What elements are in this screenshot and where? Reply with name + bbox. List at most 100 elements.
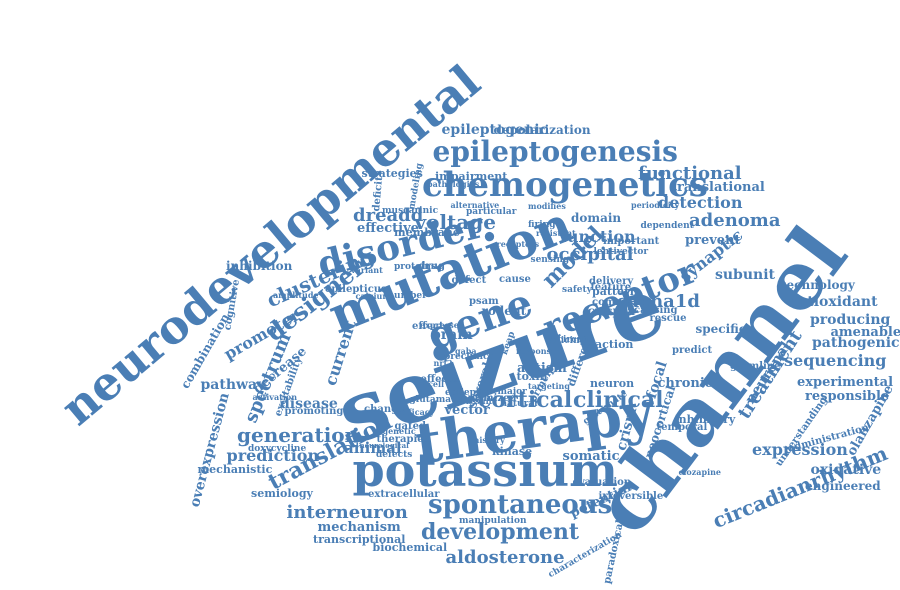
word-occipital: occipital: [546, 244, 634, 265]
word-evaluation: evaluation: [572, 477, 632, 488]
word-autism: autism: [517, 360, 567, 376]
word-potassium: potassium: [352, 443, 618, 497]
word-effective: effective: [357, 220, 419, 236]
word-prevent: prevent: [685, 232, 741, 248]
word-extracellular: extracellular: [368, 489, 440, 500]
word-kinase: kinase: [492, 444, 533, 458]
word-inhibitory: inhibitory: [674, 412, 736, 426]
word-targeting: targeting: [528, 381, 570, 391]
word-producing: producing: [810, 312, 891, 328]
word-subunit: subunit: [715, 267, 775, 283]
word-history: history: [473, 435, 505, 445]
word-expression: expression: [752, 440, 848, 459]
word-lentivector: lentivector: [593, 246, 649, 257]
word-expressed: expressed: [420, 320, 465, 330]
word-effects: effects: [420, 374, 458, 385]
word-rodent: rodent: [481, 304, 527, 318]
word-prediction: prediction: [226, 446, 320, 465]
word-temporal: temporal: [656, 422, 708, 433]
word-major: major: [497, 386, 527, 397]
word-predict: predict: [672, 345, 713, 356]
word-gated: gated: [394, 421, 426, 432]
word-development: development: [421, 519, 580, 545]
word-cortical: cortical: [478, 387, 573, 413]
word-spontaneous: spontaneous: [428, 490, 613, 520]
word-transcriptional: transcriptional: [313, 532, 406, 546]
word-manipulation: manipulation: [459, 515, 527, 526]
word-responsible: responsible: [805, 388, 890, 404]
word-epileptic: epileptic: [445, 387, 489, 398]
word-germline: germline: [730, 361, 781, 372]
word-overexpression: overexpression: [186, 391, 233, 509]
word-epilepticus: epilepticus: [325, 284, 387, 295]
word-functional: functional: [638, 163, 742, 184]
word-rescue: rescue: [649, 313, 687, 324]
word-glutamatergic: glutamatergic: [409, 394, 481, 405]
word-brain: brain: [431, 327, 473, 343]
word-genetic: genetic: [382, 426, 416, 436]
word-toxin: toxin: [516, 369, 548, 383]
word-pathogenic: pathogenic: [812, 335, 900, 351]
word-defects: defects: [376, 449, 413, 460]
word-inhibition: inhibition: [226, 259, 293, 273]
word-cause: cause: [499, 274, 531, 285]
word-calcium: calcium: [355, 291, 391, 301]
word-strategies: strategies: [361, 166, 423, 180]
word-result: result: [466, 396, 493, 406]
word-effect: effect: [412, 321, 444, 332]
word-generation: generation: [237, 423, 360, 447]
word-membrane: membrane: [394, 225, 460, 239]
word-proteins: proteins: [394, 261, 436, 272]
word-feature: feature: [590, 282, 632, 293]
word-neuron: neuron: [590, 376, 635, 390]
word-nrf2: nrf2: [433, 358, 453, 368]
word-safety: safety: [562, 284, 592, 295]
word-interneuron: interneuron: [286, 502, 408, 523]
word-oxidative: oxidative: [810, 462, 882, 478]
word-muscarinic: muscarinic: [382, 205, 439, 216]
word-efficacy: efficacy: [400, 407, 435, 417]
word-animal: animal: [344, 438, 402, 457]
word-splicing: splicing: [546, 335, 586, 346]
word-pathologies: pathologies: [427, 179, 480, 189]
word-mechanism: mechanism: [317, 519, 401, 535]
word-function: function: [560, 227, 636, 246]
word-specific: specific: [695, 322, 747, 336]
word-experimental: experimental: [797, 374, 894, 390]
word-amplitude: amplitude: [273, 290, 319, 300]
word-causing: causing: [634, 305, 678, 316]
word-variant: variant: [351, 265, 383, 275]
word-cell: cell: [428, 379, 445, 389]
word-amenable: amenable: [830, 324, 900, 340]
word-semiology: semiology: [251, 486, 313, 500]
word-promoting: promoting: [284, 406, 344, 417]
word-voltage: voltage: [414, 210, 496, 234]
word-important: important: [603, 236, 660, 247]
word-therapies: therapies: [376, 434, 430, 445]
word-action: action: [595, 337, 634, 351]
word-engineered: engineered: [805, 479, 881, 493]
word-preclinical: preclinical: [444, 351, 498, 362]
word-resistant: resistant: [536, 228, 576, 238]
word-clozapine: clozapine: [678, 467, 722, 477]
word-somatic: somatic: [562, 448, 620, 464]
word-common: common: [592, 297, 640, 308]
word-activation: activation: [252, 392, 298, 402]
word-technology: technology: [781, 278, 855, 292]
word-gaba: gaba: [455, 346, 477, 356]
word-cacna1d: cacna1d: [616, 291, 700, 312]
word-paradoxical: paradoxical: [601, 518, 626, 585]
word-alternative: alternative: [450, 200, 500, 210]
word-delivery: delivery: [589, 276, 634, 287]
word-irreversible: irreversible: [598, 491, 664, 502]
word-crispra: crispra: [587, 304, 635, 318]
word-circuit: circuit: [557, 334, 591, 345]
word-epileptogenic: epileptogenic: [441, 122, 549, 138]
word-defect: defect: [451, 275, 487, 286]
word-psam: psam: [469, 296, 499, 307]
word-dreadd: dreadd: [353, 205, 424, 226]
word-biochemical: biochemical: [372, 540, 448, 554]
word-impairment: impairment: [435, 169, 508, 183]
word-dependent: dependent: [640, 220, 694, 231]
